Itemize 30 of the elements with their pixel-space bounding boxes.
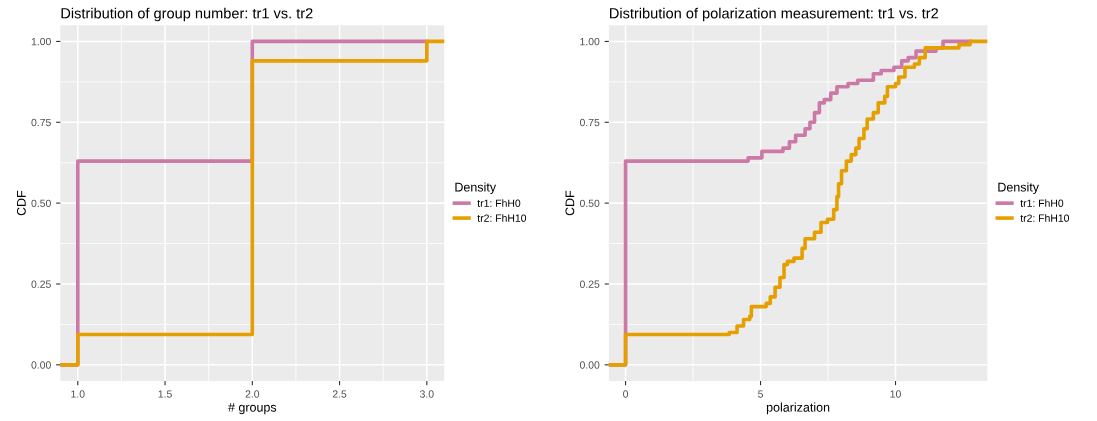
y-tick-label: 1.00 (31, 37, 51, 46)
y-tick-label: 1.00 (580, 37, 600, 46)
y-tick-label: 0.00 (579, 361, 600, 369)
x-tick-label: 2.0 (245, 390, 260, 398)
x-axis-title: # groups (228, 403, 277, 415)
legend-label: tr2: FhH10 (477, 214, 527, 222)
y-tick-label: 0.50 (579, 199, 600, 208)
legend-label: tr1: FhH0 (477, 199, 521, 207)
y-tick-label: 0.25 (579, 280, 600, 288)
y-tick-label: 0.25 (31, 280, 51, 288)
legend-title: Density (455, 182, 497, 195)
y-tick-label: 0.75 (579, 118, 600, 127)
x-tick-label: 5 (758, 390, 764, 398)
legend-title: Density (998, 182, 1039, 195)
x-axis-title: polarization (766, 402, 830, 415)
x-tick-label: 10 (890, 390, 901, 398)
chart-title: Distribution of polarization measurement: tr1 vs. tr2 (610, 7, 938, 22)
y-axis-title: CDF (16, 190, 26, 216)
y-tick-label: 0.00 (31, 361, 51, 369)
x-tick-label: 1.0 (71, 390, 85, 398)
y-axis-title: CDF (565, 190, 575, 216)
chart-title: Distribution of group number: tr1 vs. tr2 (61, 7, 313, 22)
x-tick-label: 0 (623, 390, 629, 398)
x-tick-label: 1.5 (158, 390, 172, 398)
y-tick-label: 0.75 (31, 118, 51, 127)
y-tick-label: 0.50 (31, 199, 51, 208)
legend-label: tr1: FhH0 (1020, 199, 1064, 207)
x-tick-label: 2.5 (332, 390, 347, 398)
legend-label: tr2: FhH10 (1020, 214, 1070, 222)
x-tick-label: 3.0 (419, 390, 434, 398)
